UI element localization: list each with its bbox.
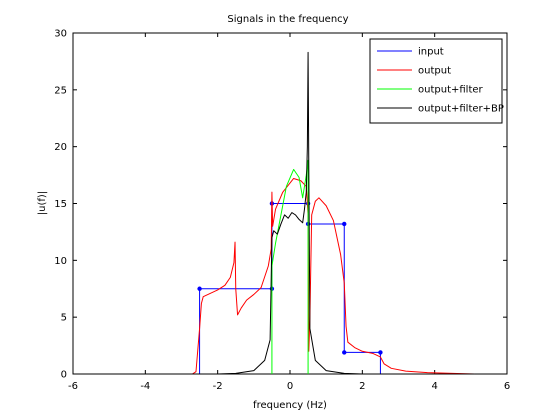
x-tick-label: -4 [140,381,150,392]
series-line-output-filter-bp [105,51,475,375]
y-axis-label: |u(f)| [37,191,48,215]
y-tick-label: 10 [54,256,67,267]
x-tick-label: 6 [504,381,510,392]
x-tick-label: 4 [431,381,437,392]
x-axis-label: frequency (Hz) [253,400,327,411]
input-marker [342,221,347,227]
legend-label: output [418,66,451,77]
input-marker [378,350,383,355]
x-tick-label: -6 [68,381,78,392]
input-marker [197,286,202,291]
series-group [105,51,475,375]
y-tick-label: 0 [61,370,67,381]
input-marker [342,350,347,355]
y-tick-label: 20 [54,142,67,153]
y-tick-label: 5 [61,313,67,324]
y-axis: 0 5 10 15 20 25 30 [54,29,507,381]
x-tick-label: 0 [287,381,293,392]
y-tick-label: 15 [54,199,67,210]
x-axis: -6 -4 -2 0 2 4 6 [68,33,510,392]
legend-label: input [418,47,444,58]
chart-title: Signals in the frequency [227,14,348,25]
legend-label: output+filter+BP [418,104,504,115]
legend-box [369,38,503,124]
legend: input output output+filter output+filter+BP [369,38,504,124]
series-line-output [192,177,475,375]
x-tick-label: -2 [213,381,223,392]
y-tick-label: 25 [54,85,67,96]
legend-label: output+filter [418,85,484,96]
y-tick-label: 30 [54,29,67,40]
x-tick-label: 2 [359,381,365,392]
